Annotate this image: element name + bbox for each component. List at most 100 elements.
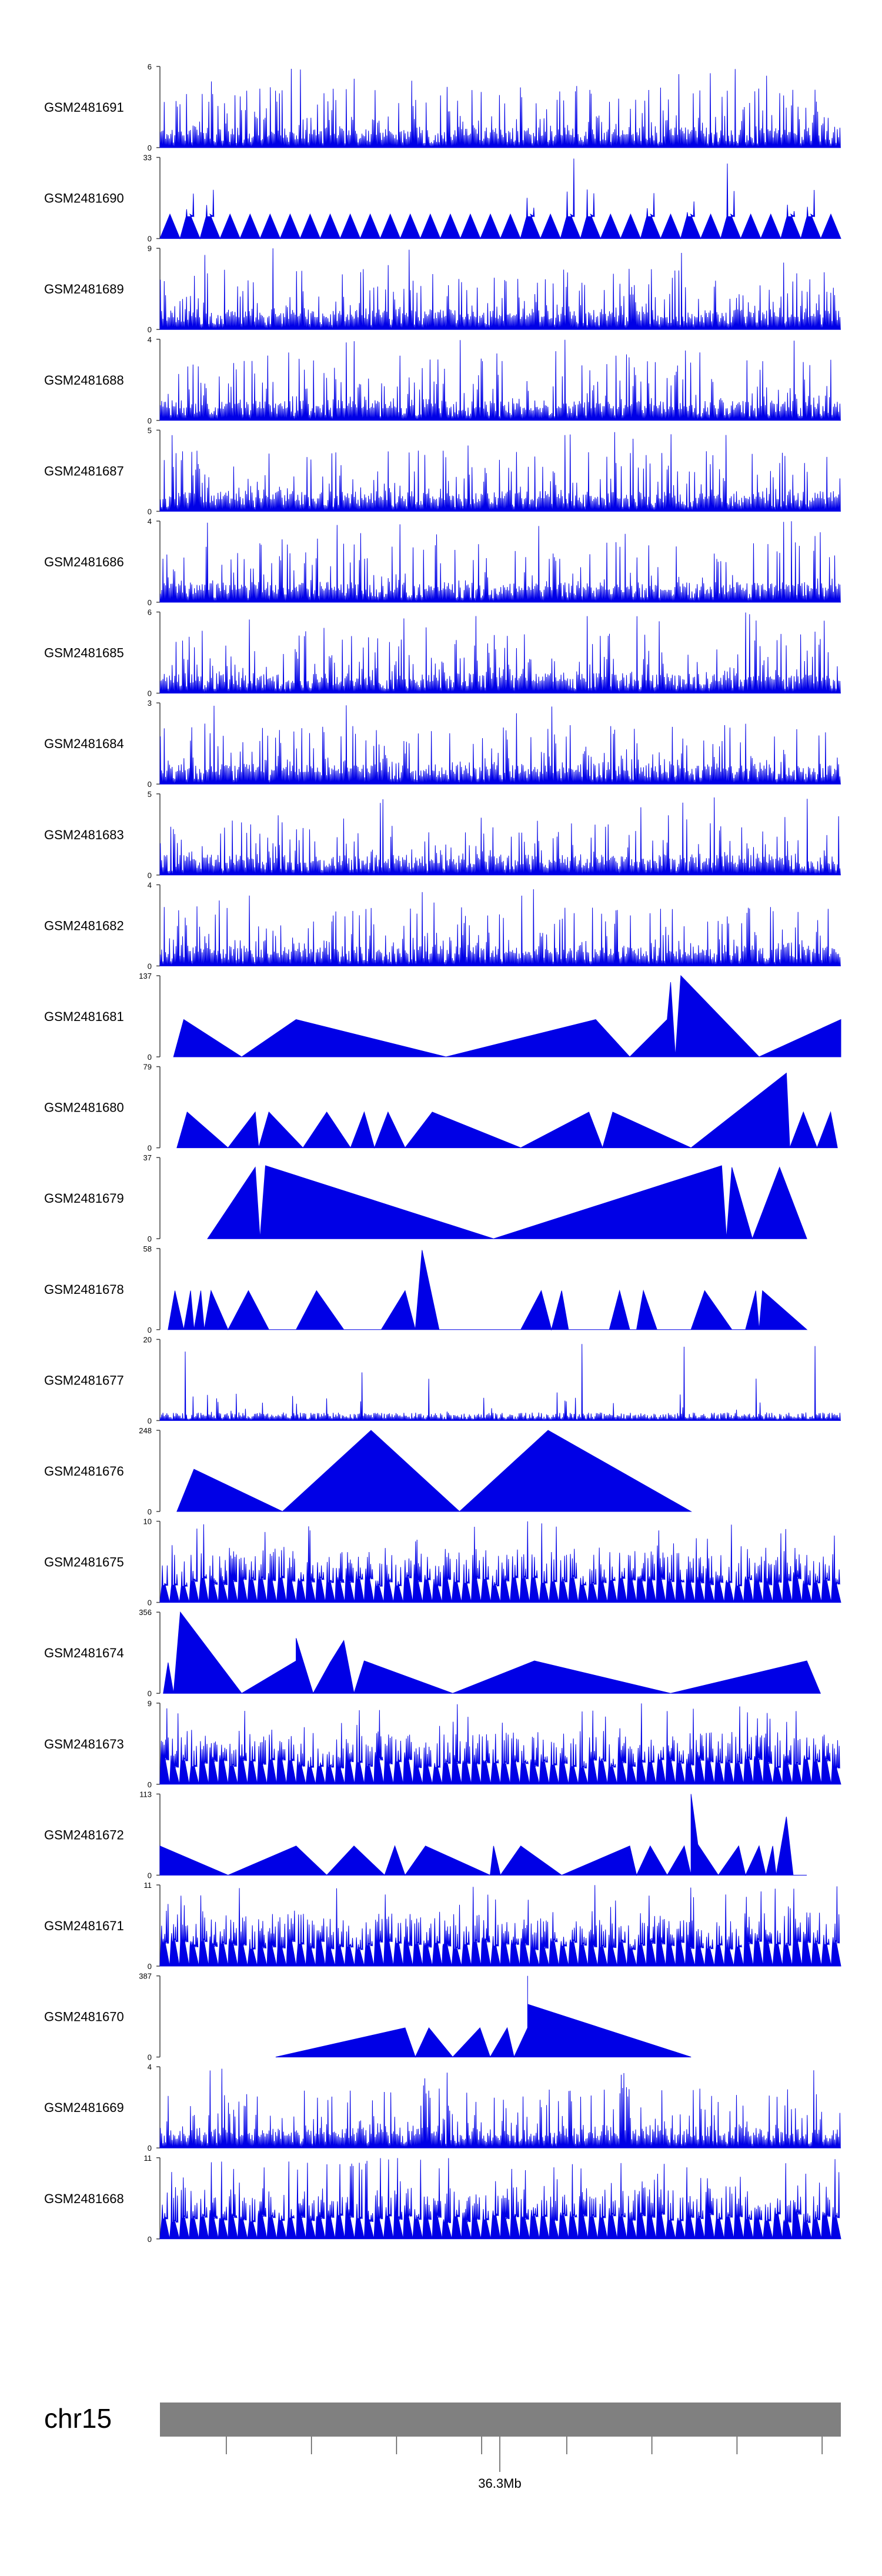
track-label: GSM2481688	[44, 373, 124, 388]
y-tick-label-max: 248	[139, 1426, 152, 1435]
y-tick-label-max: 3	[148, 699, 152, 708]
y-tick-label-min: 0	[148, 871, 152, 880]
track-label: GSM2481684	[44, 736, 124, 751]
signal-area	[159, 889, 841, 966]
y-tick-label-min: 0	[148, 780, 152, 789]
track-GSM2481681: GSM2481681 137 0	[44, 972, 841, 1062]
y-tick-label-min: 0	[148, 1234, 152, 1243]
track-label: GSM2481674	[44, 1646, 124, 1660]
y-tick-label-max: 113	[139, 1790, 152, 1798]
track-label: GSM2481683	[44, 827, 124, 842]
y-tick-label-min: 0	[148, 325, 152, 334]
track-GSM2481670: GSM2481670 387 0	[44, 1972, 691, 2062]
track-GSM2481673: GSM2481673 9 0	[44, 1699, 841, 1789]
signal-area	[159, 1703, 841, 1785]
y-tick-label-min: 0	[148, 1144, 152, 1153]
y-tick-label-min: 0	[148, 1689, 152, 1698]
y-tick-label-max: 20	[143, 1335, 152, 1344]
y-tick-label-min: 0	[148, 1599, 152, 1607]
track-label: GSM2481686	[44, 555, 124, 569]
track-GSM2481679: GSM2481679 37 0	[44, 1153, 807, 1243]
track-label: GSM2481680	[44, 1100, 124, 1115]
track-label: GSM2481679	[44, 1191, 124, 1206]
signal-area	[159, 1344, 841, 1421]
y-tick-label-max: 4	[148, 2063, 152, 2071]
signal-area	[159, 432, 841, 512]
track-label: GSM2481670	[44, 2010, 124, 2024]
y-tick-label-min: 0	[148, 2235, 152, 2244]
track-label: GSM2481668	[44, 2191, 124, 2206]
track-GSM2481690: GSM2481690 33 0	[44, 154, 841, 243]
track-label: GSM2481676	[44, 1464, 124, 1479]
signal-area	[159, 612, 841, 694]
signal-area	[159, 1521, 841, 1603]
track-GSM2481674: GSM2481674 356 0	[44, 1608, 821, 1698]
track-GSM2481687: GSM2481687 5 0	[44, 426, 841, 516]
signal-area	[159, 1794, 807, 1876]
chromosome-label: chr15	[44, 2403, 112, 2434]
y-tick-label-min: 0	[148, 1780, 152, 1789]
track-label: GSM2481689	[44, 282, 124, 296]
y-tick-label-min: 0	[148, 598, 152, 607]
track-label: GSM2481669	[44, 2100, 124, 2115]
track-label: GSM2481685	[44, 646, 124, 660]
y-tick-label-min: 0	[148, 1416, 152, 1425]
y-tick-label-max: 387	[139, 1972, 152, 1981]
track-GSM2481669: GSM2481669 4 0	[44, 2063, 841, 2153]
y-tick-label-max: 5	[148, 790, 152, 799]
track-GSM2481686: GSM2481686 4 0	[44, 517, 841, 607]
y-tick-label-min: 0	[148, 507, 152, 516]
track-label: GSM2481677	[44, 1373, 124, 1387]
track-label: GSM2481673	[44, 1737, 124, 1751]
signal-area	[173, 975, 841, 1057]
track-label: GSM2481678	[44, 1282, 124, 1297]
y-tick-label-max: 5	[148, 426, 152, 435]
y-tick-label-max: 6	[148, 62, 152, 71]
track-GSM2481672: GSM2481672 113 0	[44, 1790, 807, 1880]
track-GSM2481677: GSM2481677 20 0	[44, 1335, 841, 1425]
track-label: GSM2481682	[44, 918, 124, 933]
signal-tracks: GSM248169160GSM2481690330GSM248168990GSM…	[44, 62, 841, 2244]
y-tick-label-min: 0	[148, 144, 152, 152]
y-tick-label-max: 6	[148, 608, 152, 617]
y-tick-label-max: 356	[139, 1608, 152, 1617]
signal-area	[163, 1611, 821, 1694]
track-label: GSM2481671	[44, 1918, 124, 1933]
y-tick-label-min: 0	[148, 1962, 152, 1971]
y-tick-label-max: 33	[143, 154, 152, 162]
signal-area	[159, 521, 841, 603]
y-tick-label-min: 0	[148, 235, 152, 243]
track-GSM2481668: GSM2481668 11 0	[44, 2154, 841, 2244]
y-tick-label-max: 58	[143, 1244, 152, 1253]
signal-area	[159, 1885, 841, 1967]
track-GSM2481680: GSM2481680 79 0	[44, 1063, 838, 1153]
y-tick-label-max: 4	[148, 335, 152, 344]
track-label: GSM2481681	[44, 1009, 124, 1024]
y-tick-label-max: 137	[139, 972, 152, 980]
y-tick-label-min: 0	[148, 689, 152, 698]
signal-area	[176, 1072, 838, 1149]
signal-area	[207, 1165, 807, 1240]
track-label: GSM2481687	[44, 463, 124, 478]
track-GSM2481676: GSM2481676 248 0	[44, 1426, 693, 1516]
track-label: GSM2481691	[44, 100, 124, 115]
track-GSM2481688: GSM2481688 4 0	[44, 335, 841, 425]
signal-area	[159, 158, 841, 240]
y-tick-label-min: 0	[148, 416, 152, 425]
signal-area	[275, 1976, 691, 2058]
genome-axis: chr15 36.3Mb	[44, 2403, 841, 2491]
track-GSM2481675: GSM2481675 10 0	[44, 1517, 841, 1607]
y-tick-label-min: 0	[148, 2053, 152, 2062]
track-GSM2481683: GSM2481683 5 0	[44, 790, 841, 880]
signal-area	[159, 248, 841, 330]
track-label: GSM2481672	[44, 1827, 124, 1842]
signal-area	[159, 705, 841, 785]
y-tick-label-min: 0	[148, 1871, 152, 1880]
y-tick-label-max: 4	[148, 517, 152, 526]
track-GSM2481684: GSM2481684 3 0	[44, 699, 841, 789]
signal-area	[159, 2158, 841, 2240]
track-GSM2481678: GSM2481678 58 0	[44, 1244, 808, 1334]
track-label: GSM2481690	[44, 191, 124, 206]
y-tick-label-max: 79	[143, 1063, 152, 1072]
